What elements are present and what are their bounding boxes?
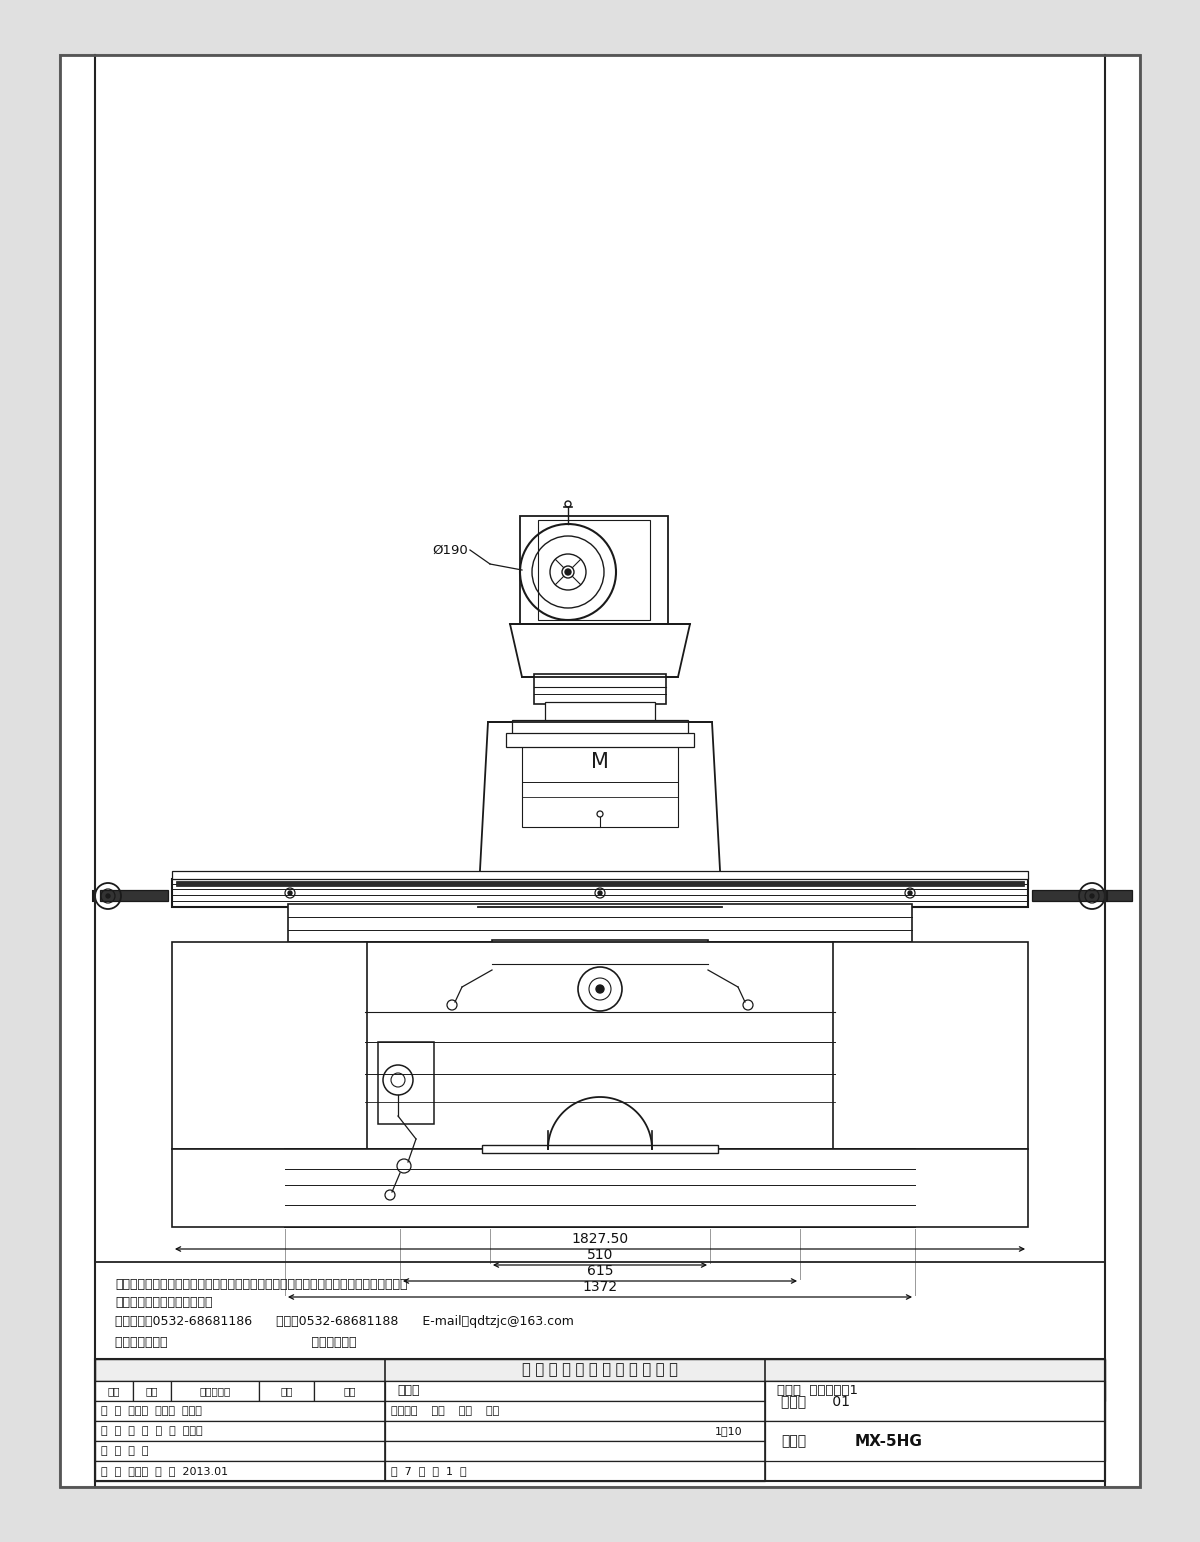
Bar: [172, 1149, 1028, 1227]
Bar: [172, 1382, 259, 1402]
Bar: [95, 1359, 1105, 1382]
Bar: [545, 702, 655, 722]
Bar: [1032, 890, 1132, 901]
Text: 日期: 日期: [343, 1386, 355, 1396]
Text: 版本：: 版本：: [397, 1385, 420, 1397]
Circle shape: [106, 894, 110, 897]
Bar: [305, 1153, 895, 1220]
Bar: [520, 517, 668, 625]
Bar: [95, 1359, 1105, 1480]
Bar: [133, 1382, 172, 1402]
Text: 工  艺  李宏亮  日  期  2013.01: 工 艺 李宏亮 日 期 2013.01: [101, 1466, 228, 1476]
Bar: [508, 978, 692, 996]
Text: MX-5HG: MX-5HG: [854, 1434, 923, 1448]
Bar: [95, 1460, 385, 1480]
Bar: [385, 1460, 766, 1480]
Bar: [385, 1382, 766, 1402]
Bar: [385, 1422, 766, 1442]
Text: 1：10: 1：10: [715, 1426, 743, 1436]
Text: 615: 615: [587, 1264, 613, 1278]
Bar: [172, 871, 1028, 879]
Text: 名称：  光机外形图1: 名称： 光机外形图1: [778, 1385, 858, 1397]
Bar: [95, 1442, 385, 1460]
Circle shape: [1090, 894, 1094, 897]
Text: 1827.50: 1827.50: [571, 1232, 629, 1246]
Bar: [766, 1422, 1105, 1460]
Bar: [482, 1146, 718, 1153]
Bar: [378, 1042, 434, 1124]
Bar: [833, 942, 1028, 1149]
Bar: [385, 1402, 766, 1422]
Bar: [172, 879, 1028, 907]
Bar: [506, 732, 694, 746]
Bar: [286, 1149, 916, 1227]
Circle shape: [565, 569, 571, 575]
Circle shape: [908, 891, 912, 894]
Text: 青 岛 台 正 精 密 机 械 有 限 公 司: 青 岛 台 正 精 密 机 械 有 限 公 司: [522, 1363, 678, 1377]
Circle shape: [598, 891, 602, 894]
Text: 处数: 处数: [145, 1386, 158, 1396]
Text: 审  核  马  康: 审 核 马 康: [101, 1446, 149, 1456]
Bar: [288, 904, 912, 942]
Bar: [172, 942, 367, 1149]
Bar: [100, 890, 168, 901]
Text: 校  对  费  恩  审  定  牛晓光: 校 对 费 恩 审 定 牛晓光: [101, 1426, 203, 1436]
Text: 510: 510: [587, 1247, 613, 1261]
Polygon shape: [478, 722, 722, 907]
Bar: [95, 1382, 133, 1402]
Text: 技术服务电话：                                    生产总调度：: 技术服务电话： 生产总调度：: [115, 1335, 356, 1349]
Text: 更改文件号: 更改文件号: [199, 1386, 230, 1396]
Bar: [522, 739, 678, 827]
Bar: [95, 1402, 385, 1422]
Bar: [538, 520, 650, 620]
Bar: [766, 1382, 1105, 1402]
Text: 联系电话：0532-68681186      传真：0532-68681188      E-mail：qdtzjc@163.com: 联系电话：0532-68681186 传真：0532-68681188 E-ma…: [115, 1315, 574, 1329]
Circle shape: [288, 891, 292, 894]
Bar: [365, 942, 835, 1149]
Text: 共  7  页  第  1  页: 共 7 页 第 1 页: [391, 1466, 467, 1476]
Text: 标记: 标记: [108, 1386, 120, 1396]
Text: 1372: 1372: [582, 1280, 618, 1294]
Bar: [385, 1442, 766, 1460]
Bar: [176, 880, 1024, 887]
Text: 图样标记    件数    重量    比例: 图样标记 件数 重量 比例: [391, 1406, 499, 1416]
Text: M: M: [592, 752, 608, 773]
Text: 图号：      01: 图号： 01: [781, 1394, 850, 1408]
Polygon shape: [510, 625, 690, 677]
Circle shape: [596, 985, 604, 993]
Text: Ø190: Ø190: [432, 543, 468, 557]
Bar: [259, 1382, 314, 1402]
Bar: [534, 674, 666, 705]
Bar: [95, 1422, 385, 1442]
Bar: [95, 503, 1105, 1261]
Bar: [766, 1382, 1105, 1422]
Text: 备注：本公司随时在进行研究改进工作，因此保有随时更改光机技术参数及结构的权力，: 备注：本公司随时在进行研究改进工作，因此保有随时更改光机技术参数及结构的权力，: [115, 1277, 408, 1291]
Text: 签字: 签字: [281, 1386, 293, 1396]
Bar: [492, 941, 708, 981]
Text: 设  计  黄兴华  标准化  张嘉伟: 设 计 黄兴华 标准化 张嘉伟: [101, 1406, 202, 1416]
Text: 变更时恕不另行通知。谢谢！: 变更时恕不另行通知。谢谢！: [115, 1295, 212, 1309]
Bar: [314, 1382, 385, 1402]
Text: 型号：: 型号：: [781, 1434, 806, 1448]
Bar: [488, 942, 712, 1149]
Bar: [512, 720, 688, 734]
